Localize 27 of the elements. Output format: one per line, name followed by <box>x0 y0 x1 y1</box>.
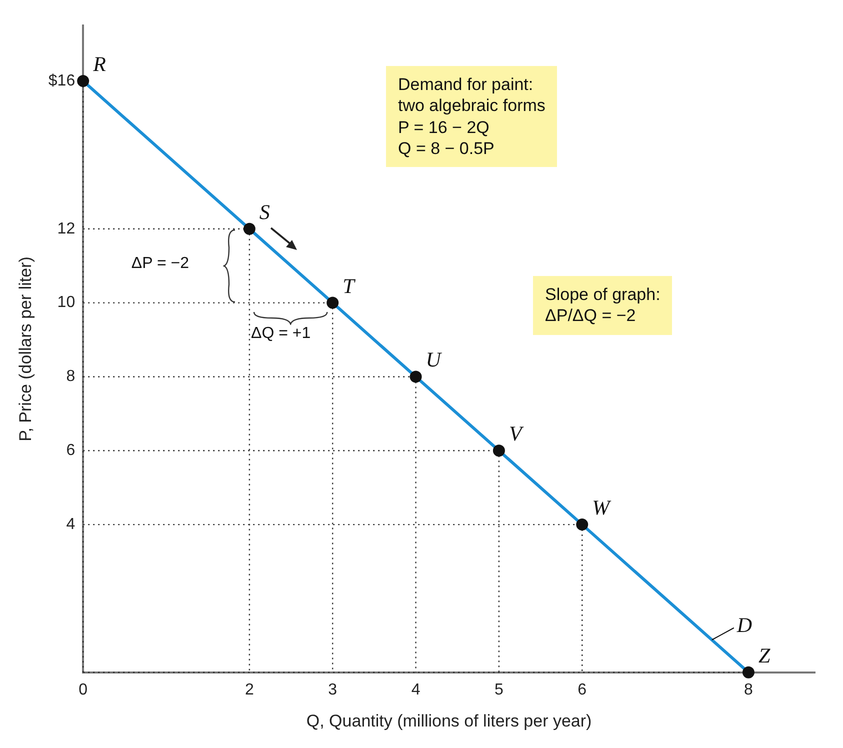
y-tick-label: 10 <box>57 294 76 312</box>
y-tick-label: 8 <box>66 368 76 386</box>
x-tick-label: 5 <box>494 681 504 698</box>
annotation: Slope of graph: ΔP/ΔQ = −2 <box>533 276 672 334</box>
annotation: Z <box>758 643 770 668</box>
x-tick-label: 2 <box>244 681 254 698</box>
x-tick-label: 4 <box>411 681 420 698</box>
y-tick-label: $16 <box>48 72 76 90</box>
annotation: U <box>426 348 443 372</box>
annotation: W <box>592 496 612 520</box>
annotation: R <box>92 52 106 76</box>
y-tick-label: 6 <box>66 442 76 460</box>
x-tick-label: 6 <box>578 681 587 698</box>
annotation: S <box>259 200 270 224</box>
x-tick-label: 8 <box>744 681 754 698</box>
annotation: T <box>342 274 356 298</box>
annotation: ΔP = −2 <box>131 254 189 273</box>
y-axis-title: P, Price (dollars per liter) <box>16 256 35 442</box>
y-tick-label: 12 <box>57 220 76 238</box>
annotation: ΔQ = +1 <box>251 324 311 343</box>
annotation: V <box>508 422 524 446</box>
x-tick-label: 0 <box>78 681 88 698</box>
x-tick-label: 3 <box>328 681 338 698</box>
legend-label: D <box>736 612 752 637</box>
x-axis-title: Q, Quantity (millions of liters per year) <box>306 711 592 730</box>
y-tick-label: 4 <box>66 516 76 533</box>
annotation: Demand for paint: two algebraic forms P = 16 − 2Q Q = 8 − 0.5P <box>386 66 558 167</box>
